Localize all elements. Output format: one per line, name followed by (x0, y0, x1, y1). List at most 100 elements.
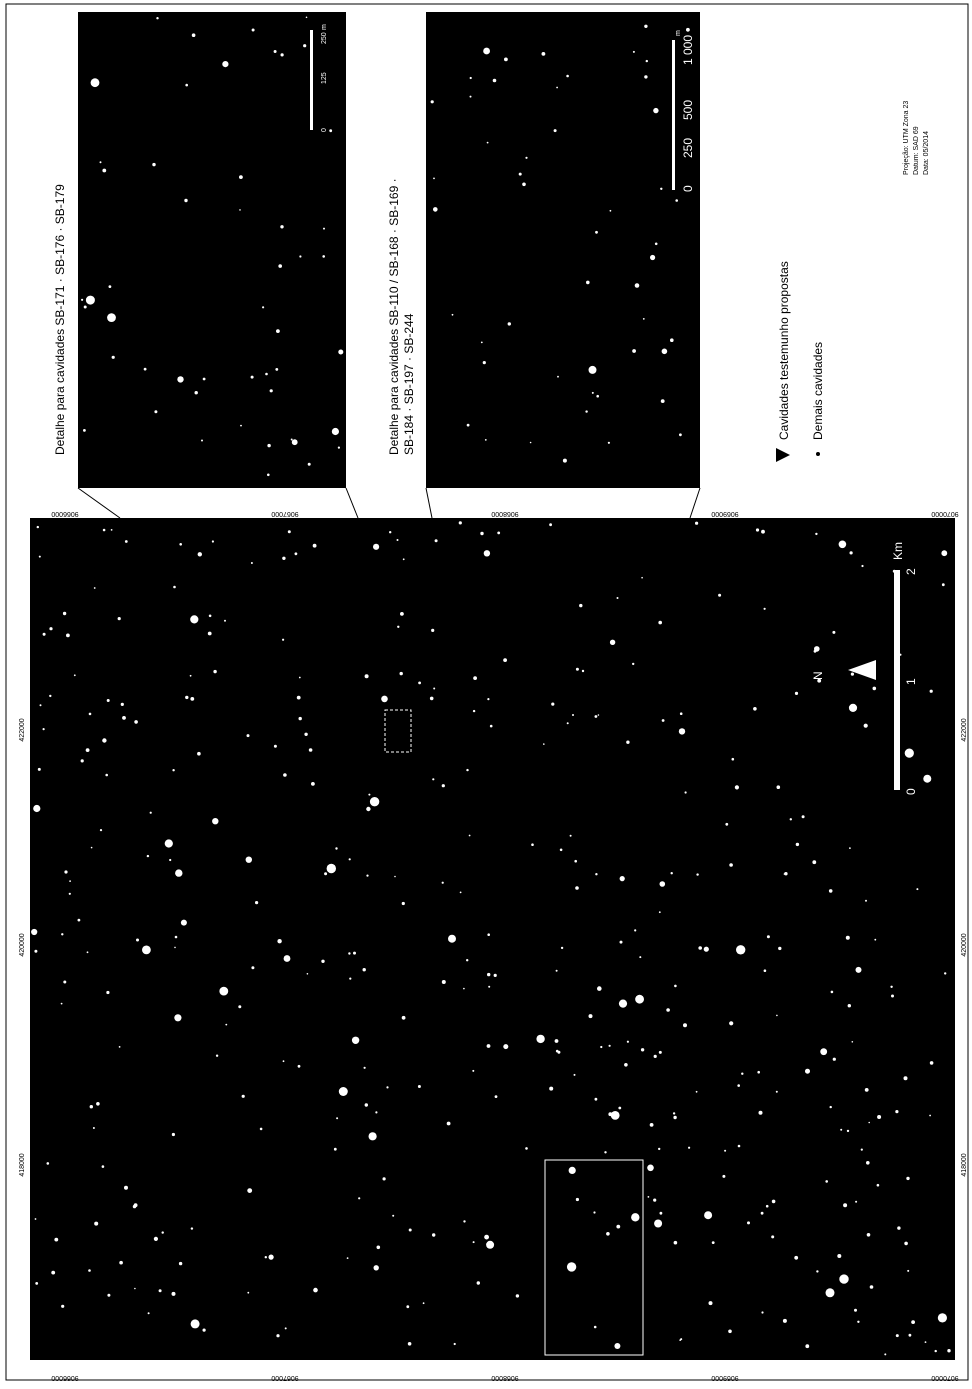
terrain-speck (472, 1069, 475, 1072)
scale-label: 1 (904, 678, 918, 685)
northing-label: 9069000 (711, 510, 738, 517)
terrain-speck (555, 1049, 559, 1053)
terrain-speck (566, 1262, 577, 1272)
terrain-speck (37, 767, 41, 771)
terrain-speck (211, 540, 214, 543)
terrain-speck (761, 529, 765, 534)
terrain-speck (459, 891, 462, 894)
terrain-speck (903, 1076, 908, 1081)
terrain-speck (122, 716, 126, 720)
terrain-speck (335, 847, 338, 850)
terrain-speck (845, 935, 850, 940)
terrain-speck (737, 1144, 741, 1148)
terrain-speck (259, 1127, 263, 1131)
terrain-speck (441, 881, 444, 884)
terrain-speck (66, 633, 70, 638)
terrain-speck (653, 107, 659, 114)
terrain-speck (143, 367, 147, 371)
terrain-speck (225, 1023, 228, 1026)
terrain-speck (441, 980, 446, 984)
terrain-speck (156, 17, 159, 20)
terrain-speck (851, 1041, 854, 1043)
terrain-speck (741, 1072, 744, 1075)
terrain-speck (585, 410, 588, 413)
terrain-speck (124, 540, 128, 543)
terrain-speck (747, 1221, 750, 1225)
terrain-speck (400, 612, 404, 616)
terrain-speck (273, 744, 277, 748)
terrain-speck (529, 441, 532, 444)
terrain-speck (503, 658, 507, 662)
terrain-speck (541, 52, 546, 56)
terrain-speck (487, 972, 491, 977)
terrain-speck (322, 255, 326, 258)
terrain-speck (375, 1111, 378, 1114)
scale-label: 0 (681, 185, 695, 192)
terrain-speck (169, 858, 172, 862)
terrain-speck (68, 892, 71, 895)
credit: Projeção: UTM Zona 23 (903, 101, 910, 175)
terrain-speck (304, 732, 308, 736)
terrain-speck (820, 1048, 828, 1056)
terrain-speck (466, 959, 469, 962)
easting-label: 422000 (19, 718, 26, 741)
terrain-speck (876, 1183, 880, 1187)
terrain-speck (185, 695, 189, 700)
terrain-speck (273, 50, 277, 53)
terrain-speck (368, 1132, 377, 1141)
northing-label: 9069000 (711, 1374, 738, 1381)
terrain-speck (197, 552, 202, 557)
terrain-speck (306, 973, 309, 975)
inset-title: Detalhe para cavidades SB-171 · SB-176 ·… (53, 184, 67, 455)
terrain-speck (451, 313, 454, 316)
terrain-speck (80, 759, 84, 763)
terrain-speck (348, 858, 351, 861)
terrain-speck (108, 285, 112, 288)
terrain-speck (369, 797, 380, 807)
terrain-speck (102, 738, 107, 743)
terrain-speck (337, 446, 340, 449)
terrain-speck (101, 1165, 105, 1168)
terrain-speck (640, 1048, 645, 1052)
inset-map-1 (78, 12, 346, 488)
terrain-speck (581, 669, 585, 673)
terrain-speck (860, 1148, 863, 1151)
terrain-speck (190, 615, 199, 624)
terrain-speck (118, 1046, 121, 1048)
terrain-speck (895, 1334, 899, 1338)
terrain-speck (778, 946, 782, 951)
terrain-speck (366, 806, 371, 812)
terrain-speck (39, 704, 42, 707)
terrain-speck (179, 543, 182, 546)
terrain-speck (142, 945, 151, 955)
terrain-speck (847, 1004, 851, 1008)
terrain-speck (177, 376, 184, 383)
terrain-speck (644, 24, 648, 28)
terrain-speck (191, 33, 196, 37)
terrain-speck (855, 966, 862, 973)
terrain-speck (282, 556, 286, 560)
terrain-speck (364, 674, 369, 679)
terrain-speck (224, 619, 226, 622)
terrain-speck (522, 182, 526, 187)
terrain-speck (566, 74, 569, 78)
terrain-speck (670, 338, 674, 343)
terrain-speck (688, 1146, 691, 1149)
connector (77, 487, 121, 519)
terrain-speck (276, 1334, 280, 1338)
credit: Datum: SAD 69 (913, 126, 920, 175)
terrain-speck (349, 977, 352, 980)
terrain-speck (486, 1240, 495, 1249)
terrain-speck (246, 734, 250, 738)
terrain-speck (794, 691, 799, 696)
terrain-speck (941, 583, 945, 587)
terrain-speck (813, 649, 817, 653)
terrain-speck (575, 1197, 580, 1202)
terrain-speck (729, 1021, 734, 1026)
terrain-speck (287, 530, 291, 534)
northing-label: 9066000 (51, 510, 78, 517)
terrain-speck (60, 1002, 63, 1005)
terrain-speck (463, 987, 465, 990)
terrain-speck (247, 1188, 253, 1193)
terrain-speck (94, 1221, 99, 1226)
